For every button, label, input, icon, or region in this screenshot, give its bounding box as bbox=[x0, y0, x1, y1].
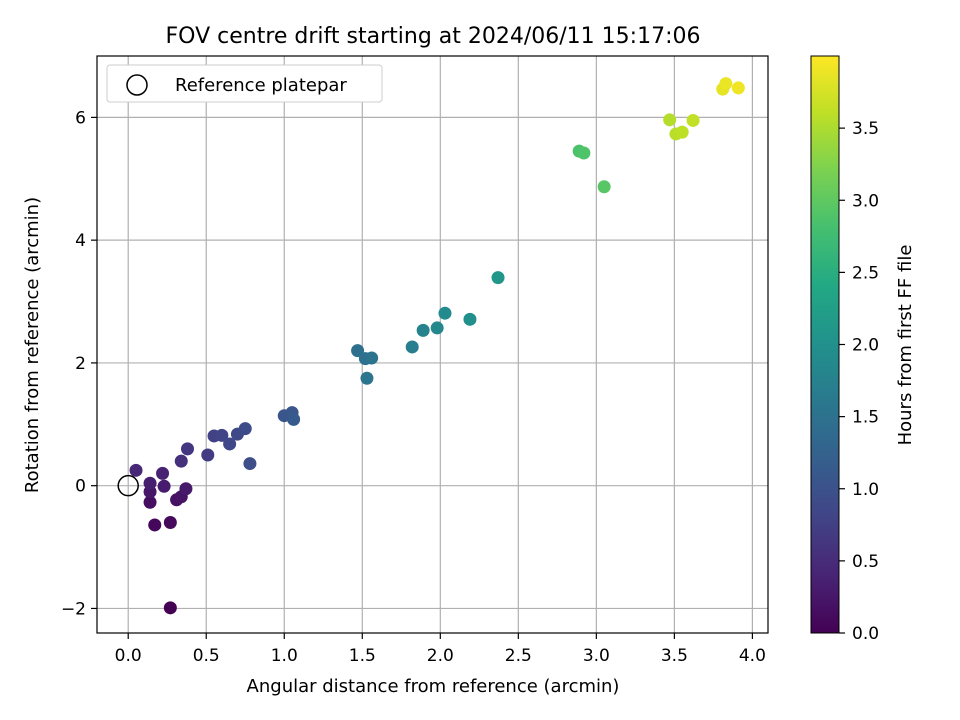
data-point bbox=[223, 437, 237, 451]
data-point bbox=[719, 77, 733, 91]
data-point bbox=[405, 340, 419, 354]
colorbar-tick-label: 3.0 bbox=[852, 191, 879, 211]
data-point bbox=[181, 442, 195, 456]
data-point bbox=[163, 601, 177, 615]
data-point bbox=[416, 323, 430, 337]
data-point bbox=[675, 125, 689, 139]
legend-reference-marker bbox=[126, 74, 148, 96]
legend-box bbox=[106, 64, 383, 103]
y-tick-label: 2 bbox=[75, 354, 86, 374]
x-tick-label: 3.0 bbox=[583, 646, 610, 666]
data-point bbox=[686, 113, 700, 127]
data-point bbox=[663, 113, 677, 127]
data-point bbox=[148, 518, 162, 532]
data-point bbox=[287, 412, 301, 426]
x-tick-label: 3.5 bbox=[661, 646, 688, 666]
data-point bbox=[157, 479, 171, 493]
data-point bbox=[156, 466, 170, 480]
x-axis-label: Angular distance from reference (arcmin) bbox=[247, 676, 620, 697]
x-tick-label: 0.0 bbox=[115, 646, 142, 666]
y-axis-label: Rotation from reference (arcmin) bbox=[22, 197, 43, 493]
x-axis-ticks: 0.0 0.5 1.0 1.5 2.0 2.5 3.0 3.5 4.0 bbox=[115, 633, 766, 666]
x-tick-label: 0.5 bbox=[193, 646, 220, 666]
data-points bbox=[117, 77, 745, 615]
data-point bbox=[129, 463, 143, 477]
data-point bbox=[201, 448, 215, 462]
colorbar-tick-label: 1.5 bbox=[852, 408, 879, 428]
reference-platepar-marker bbox=[117, 474, 139, 497]
data-point bbox=[491, 271, 505, 285]
data-point bbox=[360, 371, 374, 385]
data-point bbox=[597, 180, 611, 194]
colorbar-ticks: 0.0 0.5 1.0 1.5 2.0 2.5 3.0 3.5 bbox=[839, 119, 879, 644]
colorbar-tick-label: 0.5 bbox=[852, 552, 879, 572]
data-point bbox=[143, 495, 157, 509]
data-point bbox=[351, 344, 365, 358]
data-point bbox=[577, 146, 591, 160]
colorbar-tick-label: 2.5 bbox=[852, 263, 879, 283]
data-point bbox=[463, 312, 477, 326]
colorbar-tick-label: 2.0 bbox=[852, 336, 879, 356]
grid bbox=[97, 56, 768, 633]
colorbar-tick-label: 1.0 bbox=[852, 480, 879, 500]
plot-frame bbox=[96, 55, 769, 634]
data-point bbox=[430, 321, 444, 335]
legend-entry-reference: Reference platepar bbox=[175, 75, 347, 96]
y-tick-label: 6 bbox=[75, 108, 86, 128]
x-tick-label: 1.5 bbox=[349, 646, 376, 666]
data-point bbox=[243, 457, 257, 471]
colorbar-gradient bbox=[810, 55, 840, 634]
x-tick-label: 2.5 bbox=[505, 646, 532, 666]
colorbar-tick-label: 0.0 bbox=[852, 624, 879, 644]
colorbar-tick-label: 3.5 bbox=[852, 119, 879, 139]
x-tick-label: 2.0 bbox=[427, 646, 454, 666]
y-axis-ticks: −2 0 2 4 6 bbox=[61, 108, 97, 619]
data-point bbox=[731, 81, 745, 95]
legend: Reference platepar bbox=[106, 64, 383, 103]
data-point bbox=[438, 306, 452, 320]
data-point bbox=[163, 516, 177, 530]
y-tick-label: 4 bbox=[75, 231, 86, 251]
chart-title: FOV centre drift starting at 2024/06/11 … bbox=[166, 24, 701, 49]
data-point bbox=[238, 422, 252, 436]
y-tick-label: 0 bbox=[75, 477, 86, 497]
data-point bbox=[215, 428, 229, 442]
colorbar: 0.0 0.5 1.0 1.5 2.0 2.5 3.0 3.5 Hours from firs… bbox=[810, 55, 916, 644]
data-point bbox=[365, 351, 379, 365]
x-tick-label: 4.0 bbox=[739, 646, 766, 666]
data-point bbox=[174, 454, 188, 468]
colorbar-label: Hours from first FF file bbox=[895, 245, 916, 446]
y-tick-label: −2 bbox=[61, 599, 86, 619]
data-point bbox=[143, 476, 157, 490]
x-tick-label: 1.0 bbox=[271, 646, 298, 666]
data-point bbox=[179, 482, 193, 496]
